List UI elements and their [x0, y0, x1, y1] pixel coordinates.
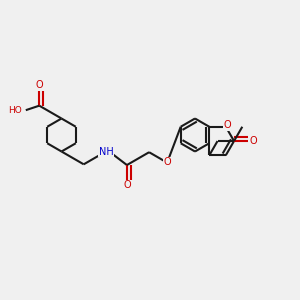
Text: O: O — [224, 120, 231, 130]
Text: HO: HO — [8, 106, 22, 115]
Text: O: O — [35, 80, 43, 90]
Text: O: O — [249, 136, 257, 146]
Text: NH: NH — [99, 147, 114, 157]
Text: O: O — [123, 180, 131, 190]
Text: O: O — [163, 157, 171, 167]
